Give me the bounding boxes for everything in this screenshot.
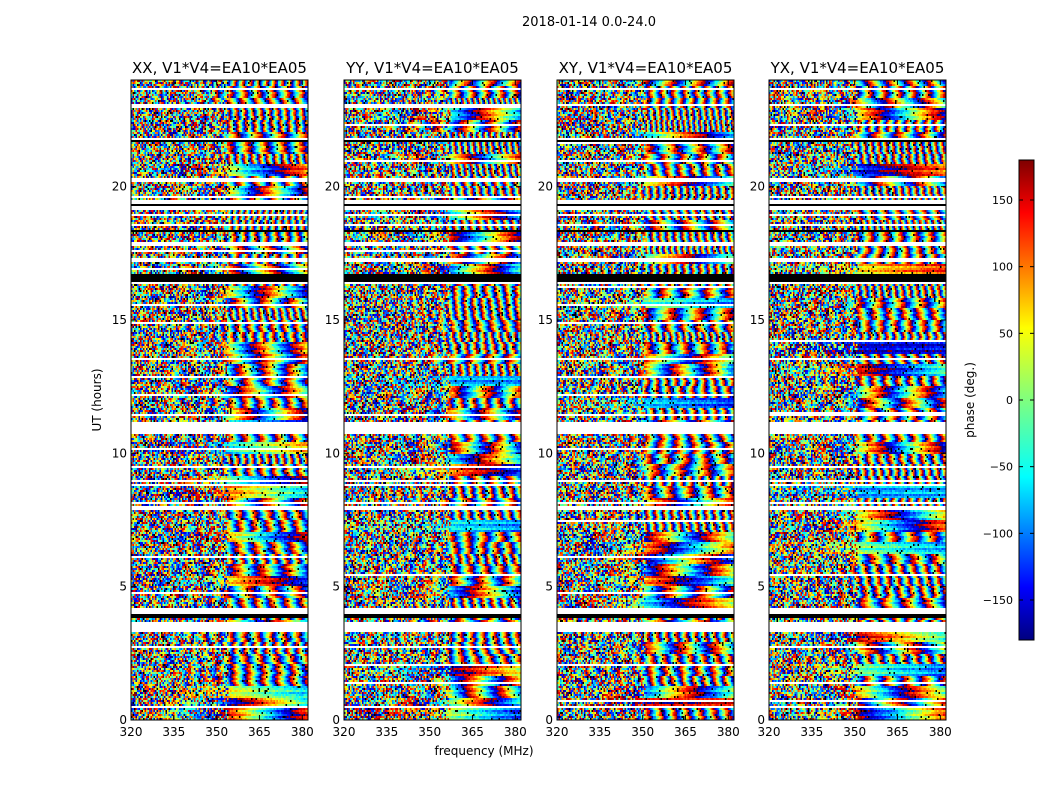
y-tick-label: 15 bbox=[112, 313, 127, 327]
panel-title: XX, V1*V4=EA10*EA05 bbox=[132, 59, 307, 77]
x-tick-label: 335 bbox=[800, 725, 823, 739]
figure-title: 2018-01-14 0.0-24.0 bbox=[522, 15, 656, 30]
panel-xx: XX, V1*V4=EA10*EA05 0 5 10 15 20 320 335 350 365 3… bbox=[112, 59, 314, 739]
colorbar-tick-label: −150 bbox=[983, 594, 1013, 607]
panel-title: YY, V1*V4=EA10*EA05 bbox=[345, 59, 519, 77]
x-tick-label: 365 bbox=[886, 725, 909, 739]
colorbar-label: phase (deg.) bbox=[963, 362, 977, 438]
y-tick-label: 20 bbox=[325, 180, 340, 194]
panel-frame bbox=[768, 79, 947, 721]
panel-title: XY, V1*V4=EA10*EA05 bbox=[559, 59, 733, 77]
y-tick-label: 10 bbox=[325, 446, 340, 460]
y-tick-label: 0 bbox=[332, 713, 340, 727]
y-tick-label: 0 bbox=[119, 713, 127, 727]
colorbar-tick-label: 150 bbox=[992, 194, 1013, 207]
y-tick-label: 10 bbox=[538, 446, 553, 460]
panel-yx: YX, V1*V4=EA10*EA05 0 5 10 15 20 320 335 350 365 3… bbox=[750, 59, 952, 739]
x-axis-label: frequency (MHz) bbox=[434, 744, 533, 758]
panel-frame bbox=[343, 79, 522, 721]
colorbar-tick-label: −100 bbox=[983, 527, 1013, 540]
y-tick-label: 0 bbox=[545, 713, 553, 727]
x-tick-label: 335 bbox=[375, 725, 398, 739]
x-tick-label: 365 bbox=[461, 725, 484, 739]
x-tick-label: 365 bbox=[248, 725, 271, 739]
x-tick-label: 320 bbox=[333, 725, 356, 739]
y-tick-label: 5 bbox=[757, 580, 765, 594]
colorbar-tick-label: −50 bbox=[990, 461, 1013, 474]
y-tick-label: 15 bbox=[750, 313, 765, 327]
x-tick-label: 350 bbox=[205, 725, 228, 739]
y-axis-label: UT (hours) bbox=[90, 368, 104, 431]
x-tick-label: 380 bbox=[291, 725, 314, 739]
colorbar-tick-label: 50 bbox=[999, 327, 1013, 340]
y-tick-label: 10 bbox=[750, 446, 765, 460]
x-tick-label: 320 bbox=[546, 725, 569, 739]
panel-frame bbox=[556, 79, 735, 721]
colorbar: 150 100 50 0 −50 −100 −150 phase (deg.) bbox=[963, 159, 1035, 641]
y-tick-label: 0 bbox=[757, 713, 765, 727]
x-tick-label: 350 bbox=[418, 725, 441, 739]
x-tick-label: 380 bbox=[504, 725, 527, 739]
colorbar-tick-label: 100 bbox=[992, 261, 1013, 274]
x-tick-label: 380 bbox=[717, 725, 740, 739]
colorbar-tick-label: 0 bbox=[1006, 394, 1013, 407]
panel-frame bbox=[130, 79, 309, 721]
y-tick-label: 20 bbox=[538, 180, 553, 194]
panel-title: YX, V1*V4=EA10*EA05 bbox=[770, 59, 945, 77]
x-tick-label: 350 bbox=[843, 725, 866, 739]
panels-group: XX, V1*V4=EA10*EA05 0 5 10 15 20 320 335 350 365 3… bbox=[112, 59, 952, 739]
y-tick-label: 5 bbox=[545, 580, 553, 594]
panel-xy: XY, V1*V4=EA10*EA05 0 5 10 15 20 320 335 350 365 3… bbox=[538, 59, 740, 739]
y-tick-label: 15 bbox=[538, 313, 553, 327]
heatmap-image bbox=[769, 80, 946, 720]
colorbar-ticks: 150 100 50 0 −50 −100 −150 bbox=[983, 194, 1034, 607]
y-tick-label: 10 bbox=[112, 446, 127, 460]
y-tick-label: 15 bbox=[325, 313, 340, 327]
panel-yy: YY, V1*V4=EA10*EA05 0 5 10 15 20 320 335 350 365 3… bbox=[325, 59, 527, 739]
y-tick-label: 5 bbox=[332, 580, 340, 594]
x-tick-label: 350 bbox=[631, 725, 654, 739]
x-tick-label: 335 bbox=[162, 725, 185, 739]
heatmap-image bbox=[557, 80, 734, 720]
x-tick-label: 365 bbox=[674, 725, 697, 739]
x-tick-label: 380 bbox=[929, 725, 952, 739]
heatmap-image bbox=[131, 80, 308, 720]
y-tick-label: 20 bbox=[112, 180, 127, 194]
x-tick-label: 335 bbox=[588, 725, 611, 739]
y-tick-label: 5 bbox=[119, 580, 127, 594]
x-tick-label: 320 bbox=[120, 725, 143, 739]
heatmap-image bbox=[344, 80, 521, 720]
y-tick-label: 20 bbox=[750, 180, 765, 194]
x-tick-label: 320 bbox=[758, 725, 781, 739]
